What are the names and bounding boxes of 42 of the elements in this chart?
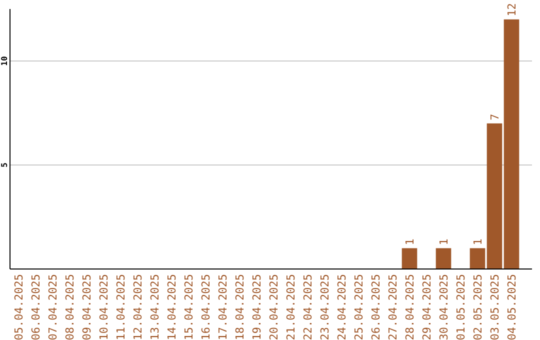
x-tick-label: 12.04.2025 [132,274,144,340]
x-tick-label: 19.04.2025 [250,274,264,340]
x-tick-label: 29.04.2025 [420,274,434,340]
x-tick-label: 01.05.2025 [454,274,468,340]
x-tick-label: 06.04.2025 [30,274,42,340]
x-tick-label: 23.04.2025 [318,274,332,340]
x-tick-label: 16.04.2025 [200,274,212,340]
x-tick-label: 25.04.2025 [352,274,366,340]
x-tick-label: 03.05.2025 [488,274,502,340]
y-tick-label: 5 [0,162,9,168]
x-tick-label: 09.04.2025 [80,274,94,340]
data-label: 1 [438,238,450,246]
bar [470,248,486,269]
bar [436,248,452,269]
x-tick-label: 30.04.2025 [438,274,450,340]
x-tick-label: 14.04.2025 [166,274,178,340]
data-label: 1 [472,238,484,246]
data-label: 12 [506,3,518,16]
y-tick-label: 10 [0,56,9,66]
data-label: 7 [488,114,502,120]
x-tick-label: 02.05.2025 [472,274,484,340]
x-tick-label: 26.04.2025 [370,274,382,340]
x-tick-label: 28.04.2025 [404,274,416,340]
bar [504,19,520,269]
x-tick-label: 20.04.2025 [268,274,280,340]
x-tick-label: 04.05.2025 [506,274,518,340]
data-label: 1 [404,238,416,246]
x-tick-label: 27.04.2025 [386,274,400,340]
x-tick-label: 11.04.2025 [114,274,128,340]
x-tick-label: 13.04.2025 [148,274,162,340]
x-tick-label: 05.04.2025 [12,274,26,340]
bar [486,123,502,269]
x-tick-label: 07.04.2025 [46,274,60,340]
x-tick-label: 17.04.2025 [216,274,230,340]
x-tick-label: 15.04.2025 [182,274,196,340]
bar [402,248,418,269]
x-tick-label: 08.04.2025 [64,274,76,340]
x-tick-label: 18.04.2025 [234,274,246,340]
x-tick-label: 21.04.2025 [284,274,298,340]
x-tick-label: 24.04.2025 [336,274,348,340]
x-tick-label: 22.04.2025 [302,274,314,340]
x-tick-label: 10.04.2025 [98,274,110,340]
